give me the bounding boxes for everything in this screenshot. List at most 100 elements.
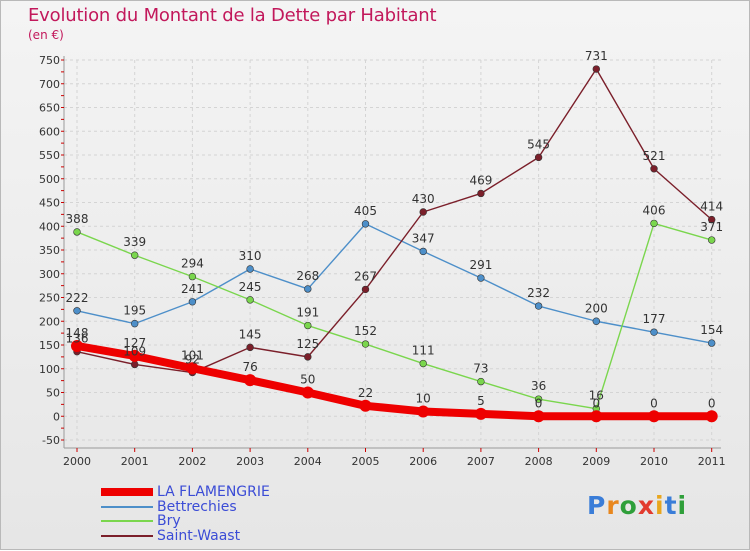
data-label: 76: [242, 360, 257, 374]
x-tick-label: 2010: [640, 455, 668, 468]
logo-letter: i: [655, 491, 665, 520]
legend-label: Saint-Waast: [157, 527, 241, 544]
series-line-la-flamengrie: [73, 341, 716, 421]
data-label: 36: [531, 379, 546, 393]
data-label: 339: [123, 235, 146, 249]
legend-item: Bry: [101, 513, 270, 529]
x-tick-label: 2005: [352, 455, 380, 468]
data-point: [131, 319, 139, 328]
logo-letter: x: [637, 491, 655, 520]
y-tick-label: 350: [39, 244, 60, 257]
y-tick-label: 250: [39, 292, 60, 305]
data-point: [592, 65, 600, 73]
series-line-saint-waast: [76, 68, 713, 374]
data-label: 521: [643, 149, 666, 163]
data-label: 50: [300, 373, 315, 387]
data-point: [304, 321, 312, 330]
data-label: 245: [239, 280, 262, 294]
data-point: [419, 208, 427, 216]
data-label: 154: [700, 323, 723, 337]
data-point: [301, 386, 314, 399]
data-label: 241: [181, 282, 204, 296]
data-point: [590, 410, 603, 423]
data-point: [534, 153, 543, 162]
data-label: 545: [527, 137, 550, 151]
data-label: 0: [535, 396, 543, 410]
data-point: [707, 339, 716, 347]
data-point: [532, 410, 545, 423]
data-label: 310: [239, 249, 262, 263]
data-label: 388: [66, 212, 89, 226]
data-label: 405: [354, 204, 377, 218]
x-tick-label: 2008: [525, 455, 553, 468]
x-tick-label: 2004: [294, 455, 322, 468]
proxiti-logo: Proxiti: [587, 491, 687, 520]
data-label: 0: [592, 396, 600, 410]
data-label: 177: [643, 312, 666, 326]
legend-item: Bettrechies: [101, 499, 270, 515]
data-point: [419, 359, 427, 368]
logo-letter: t: [664, 491, 678, 520]
x-tick-label: 2001: [121, 455, 149, 468]
x-tick-label: 2009: [582, 455, 610, 468]
data-label: 347: [412, 231, 435, 245]
y-tick-label: 100: [39, 363, 60, 376]
data-point: [304, 285, 312, 293]
legend-swatch: [101, 505, 153, 508]
data-point: [474, 407, 487, 420]
chart-legend: LA FLAMENGRIE Bettrechies Bry Saint-Waast: [101, 484, 270, 544]
data-point: [246, 343, 254, 352]
data-label: 92: [185, 353, 200, 367]
x-tick-label: 2002: [178, 455, 206, 468]
data-point: [648, 410, 660, 423]
data-label: 291: [469, 258, 492, 272]
logo-letter: o: [619, 491, 638, 520]
data-label: 109: [123, 344, 146, 358]
x-tick-label: 2007: [467, 455, 495, 468]
data-point: [131, 360, 139, 369]
data-point: [244, 374, 257, 387]
data-point: [246, 265, 254, 273]
legend-swatch: [101, 488, 153, 497]
y-tick-label: -50: [42, 434, 60, 447]
data-point: [246, 296, 254, 304]
data-point: [534, 302, 543, 310]
data-label: 145: [239, 327, 262, 341]
x-tick-label: 2011: [698, 455, 726, 468]
data-point: [188, 272, 197, 281]
data-point: [650, 165, 658, 173]
data-point: [359, 399, 372, 412]
y-tick-label: 200: [39, 315, 60, 328]
logo-letter: r: [606, 491, 620, 520]
data-point: [650, 219, 658, 228]
y-tick-label: 0: [53, 410, 60, 423]
data-label: 101: [181, 348, 204, 362]
legend-item: Saint-Waast: [101, 527, 270, 544]
data-label: 294: [181, 257, 204, 271]
data-point: [705, 410, 718, 423]
series-line-bettrechies: [76, 223, 713, 344]
data-point: [707, 215, 716, 224]
data-label: 5: [477, 394, 485, 408]
data-label: 0: [708, 396, 716, 410]
y-tick-label: 400: [39, 220, 60, 233]
data-label: 268: [296, 269, 319, 283]
y-tick-label: 450: [39, 197, 60, 210]
logo-letter: P: [587, 491, 607, 520]
data-label: 200: [585, 301, 608, 315]
data-label: 222: [66, 291, 89, 305]
data-label: 16: [589, 389, 604, 403]
data-point: [186, 362, 199, 375]
y-tick-label: 650: [39, 102, 60, 115]
data-point: [71, 339, 83, 352]
data-point: [361, 285, 370, 294]
data-label: 111: [412, 344, 435, 358]
y-tick-label: 600: [39, 125, 60, 138]
chart-title: Evolution du Montant de la Dette par Hab…: [28, 5, 437, 26]
data-point: [477, 189, 485, 198]
data-point: [304, 353, 312, 361]
data-point: [361, 220, 370, 228]
series-line-bry: [76, 222, 713, 410]
